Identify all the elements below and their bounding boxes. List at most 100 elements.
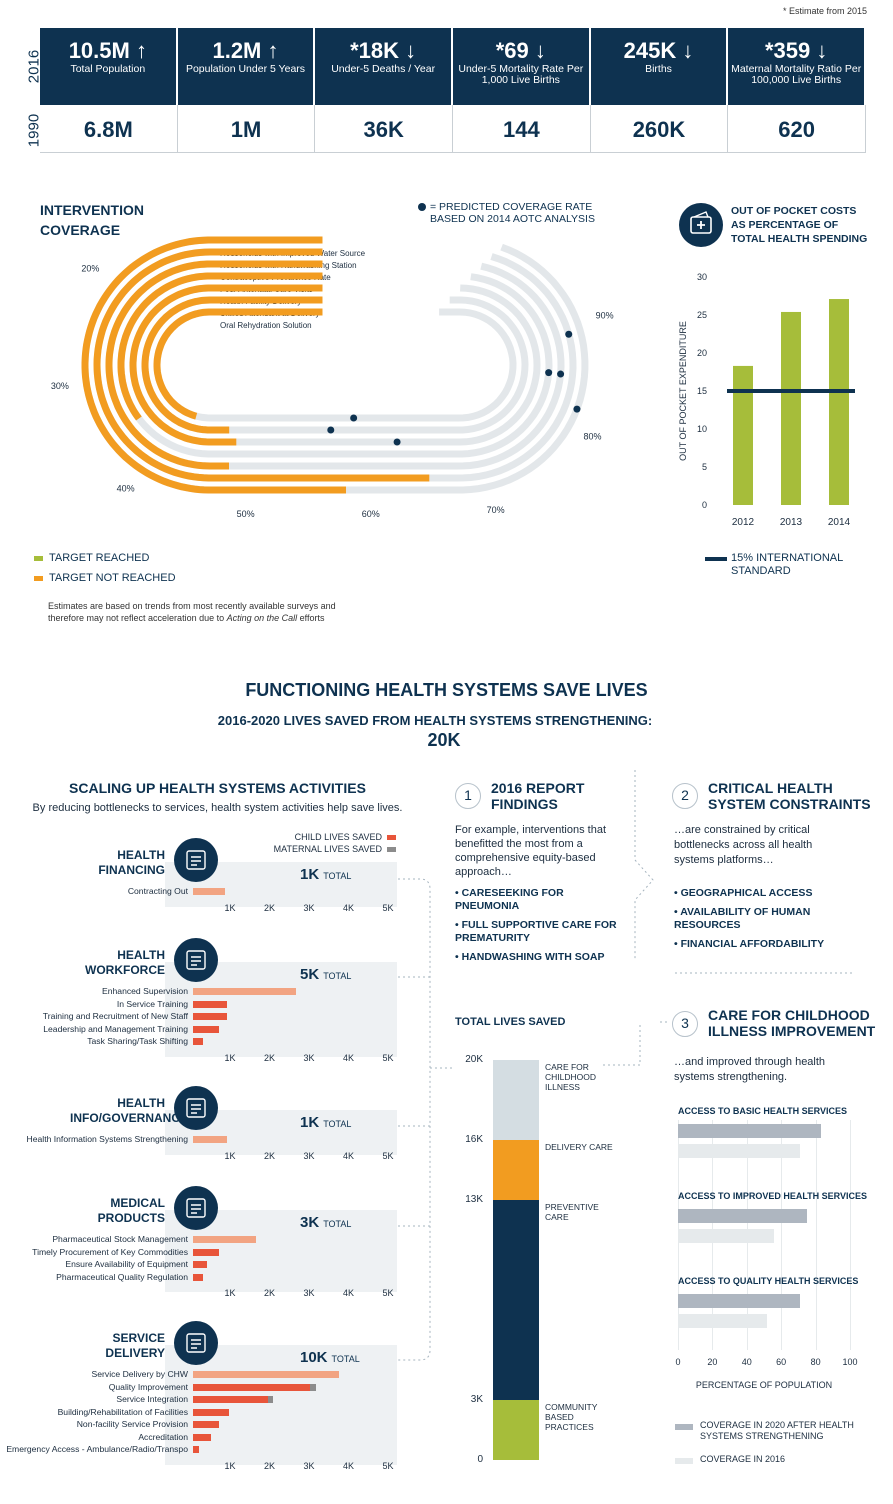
- service-delivery-icon: [174, 1321, 218, 1365]
- activity-bar-child: [193, 1038, 203, 1045]
- coverage-percent-label: 50%: [237, 509, 255, 519]
- oop-bar: [781, 311, 801, 505]
- bullet-item: • CARESEEKING FOR PNEUMONIA: [455, 887, 564, 912]
- predicted-coverage-dot: [350, 414, 358, 422]
- findings-title: 2016 REPORT FINDINGS: [491, 780, 584, 812]
- activity-group-name: HEALTH WORKFORCE: [85, 948, 165, 977]
- coverage-series-label: Oral Rehydration Solution: [220, 321, 312, 330]
- activity-x-tick: 4K: [343, 902, 355, 913]
- activity-x-tick: 4K: [343, 1150, 355, 1161]
- monitor-icon: [174, 1086, 218, 1130]
- bullet-item: • HANDWASHING WITH SOAP: [455, 951, 605, 963]
- wallet-medical-icon: [679, 203, 723, 247]
- coverage-percent-label: 30%: [51, 381, 69, 391]
- coverage-percent-label: 20%: [81, 263, 99, 273]
- total-lives-y-tick: 13K: [465, 1194, 483, 1205]
- oop-bar-chart: 0 5 10 15 20 25 30 OUT OF POCKET EXPENDITURE 201…: [678, 272, 855, 528]
- activity-group-total: 10K TOTAL: [300, 1349, 360, 1366]
- activity-x-tick: 1K: [224, 1150, 236, 1161]
- total-suffix: TOTAL: [323, 1119, 352, 1129]
- findings-title-line2: FINDINGS: [491, 796, 558, 812]
- activity-x-tick: 2K: [264, 902, 276, 913]
- coverage-percent-label: 80%: [584, 431, 602, 441]
- oop-bar: [733, 365, 753, 505]
- activity-bar-label: Non-facility Service Provision: [76, 1419, 188, 1429]
- care-legend-swatch: [675, 1458, 693, 1464]
- activity-group-name: HEALTH FINANCING: [98, 848, 165, 877]
- care-x-tick: 0: [675, 1357, 681, 1367]
- activity-x-tick: 2K: [264, 1150, 276, 1161]
- activity-group-name: HEALTH INFO/GOVERNANCE: [70, 1096, 189, 1125]
- footnote-line2: therefore may not reflect acceleration d…: [48, 612, 336, 624]
- activity-x-tick: 1K: [224, 1460, 236, 1471]
- activity-x-tick: 3K: [303, 1150, 315, 1161]
- activity-x-tick: 5K: [382, 1052, 394, 1063]
- oop-x-tick: 2014: [828, 517, 851, 528]
- activity-bar-label: Training and Recruitment of New Staff: [42, 1011, 188, 1021]
- constraints-title: CRITICAL HEALTH SYSTEM CONSTRAINTS: [708, 780, 871, 812]
- stat-cell-1990: 1M: [178, 105, 316, 153]
- activity-bar-label: Ensure Availability of Equipment: [65, 1259, 188, 1269]
- coverage-footnote: Estimates are based on trends from most …: [48, 600, 336, 624]
- activity-group-total: 3K TOTAL: [300, 1214, 352, 1231]
- constraints-title-line1: CRITICAL HEALTH: [708, 780, 833, 796]
- activity-bar-child: [193, 1371, 340, 1378]
- coverage-track-chart: Households with Improved Water SourceHou…: [51, 236, 614, 519]
- care-bar-2020: [678, 1124, 821, 1138]
- activity-bar-label: Leadership and Management Training: [43, 1023, 188, 1034]
- findings-title-line1: 2016 REPORT: [491, 780, 585, 796]
- activity-bar-child: [193, 988, 296, 995]
- activity-group-name: SERVICE DELIVERY: [105, 1331, 165, 1360]
- constraints-title-line2: SYSTEM CONSTRAINTS: [708, 796, 871, 812]
- coverage-percent-label: 40%: [117, 483, 135, 493]
- constraints-text: …are constrained by critical bottlenecks…: [674, 824, 813, 866]
- activity-bar-label: Contracting Out: [127, 886, 188, 896]
- activity-x-tick: 3K: [303, 902, 315, 913]
- stat-label: Total Population: [70, 63, 146, 75]
- coverage-percent-label: 70%: [487, 505, 505, 515]
- oop-title-text: OUT OF POCKET COSTS AS PERCENTAGE OF TOT…: [731, 205, 868, 245]
- oop-title: OUT OF POCKET COSTS AS PERCENTAGE OF TOT…: [731, 204, 871, 246]
- activity-bar-child: [193, 1261, 207, 1268]
- medicine-icon: [174, 1186, 218, 1230]
- workers-icon: [174, 938, 218, 982]
- care-bar-chart: 0 20 40 60 80 100 ACCESS TO BASIC HEALTH SERVI…: [660, 1100, 890, 1500]
- standard-legend-label: 15% INTERNATIONAL STANDARD: [731, 552, 843, 577]
- activity-bar-label: Emergency Access - Ambulance/Radio/Trans…: [6, 1444, 188, 1454]
- total-lives-segment-label: DELIVERY CARE: [545, 1142, 613, 1152]
- activities-legend-label: MATERNAL LIVES SAVED: [273, 844, 382, 854]
- oop-y-tick: 15: [697, 386, 707, 396]
- activity-x-tick: 5K: [382, 1288, 394, 1298]
- care-title-line1: CARE FOR CHILDHOOD: [708, 1007, 870, 1023]
- footnote-post: efforts: [297, 613, 325, 623]
- activity-group-total: 1K TOTAL: [300, 1114, 352, 1131]
- total-lives-y-tick: 0: [477, 1454, 483, 1465]
- total-lives-y-tick: 20K: [465, 1054, 483, 1065]
- stat-value: 1.2M ↑: [212, 38, 279, 63]
- bullet-item: • GEOGRAPHICAL ACCESS: [674, 887, 813, 899]
- stat-label: Under-5 Mortality Rate Per 1,000 Live Bi…: [458, 63, 584, 86]
- care-gridline: [815, 1120, 817, 1350]
- activity-bar-label: Accreditation: [138, 1431, 188, 1442]
- oop-y-tick: 5: [702, 462, 707, 472]
- total-lives-y-tick: 3K: [470, 1394, 483, 1405]
- activities-chart: CHILD LIVES SAVED MATERNAL LIVES SAVED HEA…: [0, 0, 440, 1504]
- oop-x-tick: 2012: [732, 517, 755, 528]
- care-x-tick: 20: [707, 1357, 718, 1367]
- activity-bar-maternal: [268, 1396, 273, 1403]
- activity-x-tick: 2K: [264, 1288, 276, 1298]
- activity-x-tick: 3K: [303, 1052, 315, 1063]
- care-x-axis-label: PERCENTAGE OF POPULATION: [695, 1380, 833, 1390]
- activity-bar-child: [193, 1000, 227, 1008]
- care-legend-label: COVERAGE IN 2016: [700, 1454, 786, 1464]
- coverage-track-value: [153, 308, 323, 420]
- activity-bar-child: [193, 1433, 211, 1441]
- stat-label: Births: [645, 63, 672, 75]
- total-lives-y-tick: 16K: [465, 1134, 483, 1145]
- total-lives-segment-label: CARE FOR CHILDHOOD ILLNESS: [545, 1062, 597, 1092]
- activity-bar-label: Building/Rehabilitation of Facilities: [57, 1406, 188, 1417]
- activity-group-total: 1K TOTAL: [300, 866, 352, 883]
- activity-x-tick: 2K: [264, 1052, 276, 1063]
- activity-bar-label: Service Delivery by CHW: [91, 1369, 188, 1379]
- activity-bar-child: [193, 1025, 219, 1033]
